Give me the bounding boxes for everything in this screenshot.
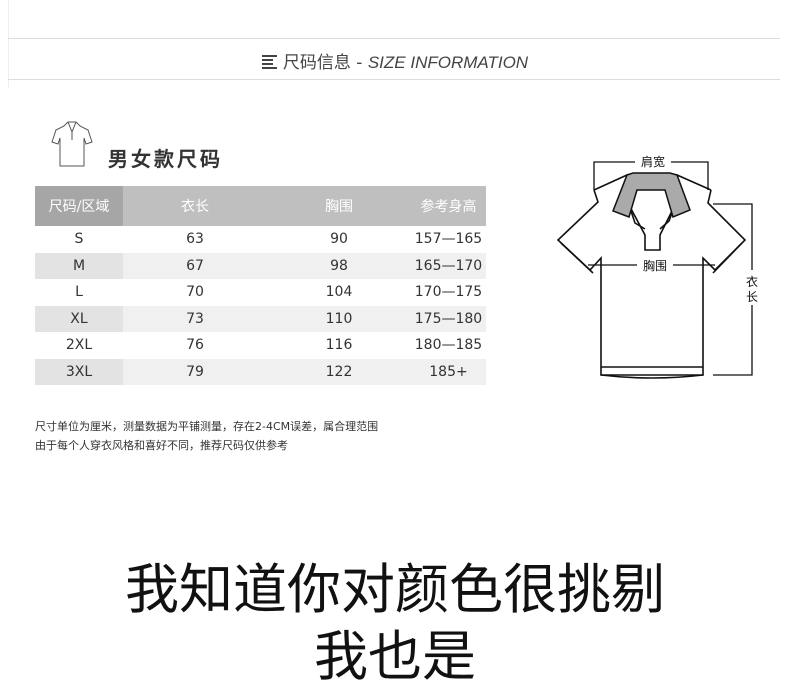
cell-size: XL — [35, 305, 123, 332]
cell-size: L — [75, 284, 83, 301]
header-separator: - — [356, 53, 363, 73]
divider — [8, 79, 780, 80]
note-line: 尺寸单位为厘米，测量数据为平铺测量，存在2-4CM误差，属合理范围 — [35, 420, 379, 433]
cell-length: 70 — [186, 284, 204, 301]
cell-length: 73 — [123, 305, 267, 332]
cell-height: 185+ — [411, 358, 486, 385]
header-title-cn: 尺码信息 — [282, 53, 351, 73]
divider — [8, 38, 780, 39]
shoulder-label: 肩宽 — [641, 154, 665, 169]
cell-chest: 104 — [325, 284, 353, 301]
cell-height: 175—180 — [411, 305, 486, 332]
size-table: 尺码/区域 衣长 胸围 参考身高 S 63 90 157—165 M 67 98 165—17… — [35, 186, 486, 385]
cell-chest: 90 — [330, 231, 348, 248]
table-row: S 63 90 157—165 — [35, 226, 486, 253]
size-notes: 尺寸单位为厘米，测量数据为平铺测量，存在2-4CM误差，属合理范围 由于每个人穿… — [35, 417, 378, 455]
cell-length: 67 — [123, 252, 267, 279]
cell-size: 2XL — [65, 337, 93, 354]
header-height: 参考身高 — [411, 186, 486, 226]
cell-length: 76 — [186, 337, 204, 354]
length-label-2: 长 — [746, 290, 758, 304]
length-label-1: 衣 — [746, 274, 758, 289]
table-header-row: 尺码/区域 衣长 胸围 参考身高 — [35, 186, 486, 226]
cell-length: 63 — [186, 231, 204, 248]
table-row: M 67 98 165—170 — [35, 252, 486, 279]
table-row: 2XL 76 116 180—185 — [35, 332, 486, 359]
menu-lines-icon — [261, 55, 277, 70]
cell-height: 170—175 — [414, 284, 483, 301]
header-size: 尺码/区域 — [35, 186, 123, 226]
cell-height: 157—165 — [414, 231, 483, 248]
section-title: 男女款尺码 — [108, 147, 223, 171]
cell-size: S — [74, 231, 84, 248]
header-title-en: SIZE INFORMATION — [367, 53, 529, 72]
header-chest: 胸围 — [267, 186, 411, 226]
table-row: L 70 104 170—175 — [35, 279, 486, 306]
cell-height: 180—185 — [414, 337, 483, 354]
chest-label: 胸围 — [643, 258, 667, 273]
cell-size: 3XL — [35, 358, 123, 385]
measurement-lines — [588, 161, 753, 376]
cell-chest: 116 — [325, 337, 353, 354]
polo-shirt-outline — [556, 173, 747, 379]
slogan-line-2: 我也是 — [314, 625, 476, 688]
slogan-line-1: 我知道你对颜色很挑剔 — [125, 558, 665, 621]
cell-chest: 110 — [267, 305, 411, 332]
cell-size: M — [35, 252, 123, 279]
note-line: 由于每个人穿衣风格和喜好不同，推荐尺码仅供参考 — [35, 439, 288, 452]
collar — [612, 172, 691, 219]
header-band — [8, 0, 780, 88]
cell-length: 79 — [123, 358, 267, 385]
header-length: 衣长 — [123, 186, 267, 226]
section-header: 尺码信息 - SIZE INFORMATION — [0, 48, 790, 73]
cell-chest: 98 — [267, 252, 411, 279]
cell-height: 165—170 — [411, 252, 486, 279]
table-row: 3XL 79 122 185+ — [35, 358, 486, 385]
table-row: XL 73 110 175—180 — [35, 305, 486, 332]
shirt-measurement-diagram: 肩宽 胸围 衣 长 — [556, 154, 758, 379]
polo-shirt-icon — [51, 121, 93, 167]
cell-chest: 122 — [267, 358, 411, 385]
